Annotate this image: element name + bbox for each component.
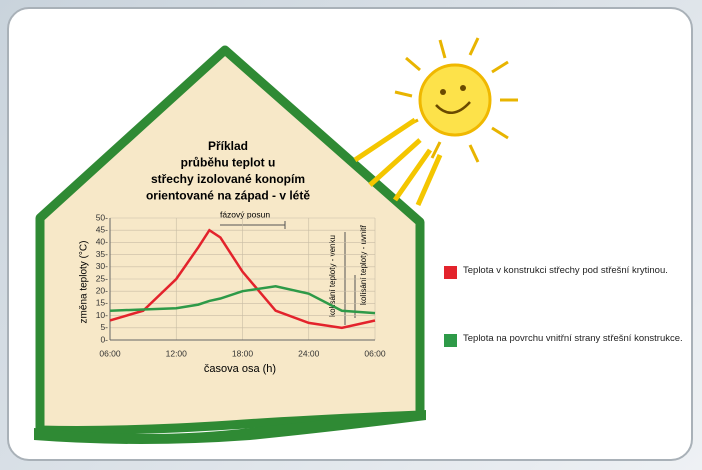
y-tick-label: 0- bbox=[100, 334, 108, 344]
sun bbox=[353, 37, 518, 207]
y-tick-label: 25- bbox=[96, 273, 108, 283]
x-tick-label: 18:00 bbox=[232, 348, 254, 358]
series-line bbox=[109, 285, 376, 315]
y-tick-label: 15- bbox=[96, 298, 108, 308]
house-base bbox=[34, 410, 426, 444]
annotation: fázový posun bbox=[220, 209, 270, 219]
series-line bbox=[109, 228, 376, 330]
y-axis-label: změna teploty (°C) bbox=[79, 241, 90, 324]
y-tick-label: 10- bbox=[96, 310, 108, 320]
legend-label: Teplota na povrchu vnitřní strany střešn… bbox=[463, 333, 683, 344]
x-tick-label: 06:00 bbox=[99, 348, 121, 358]
chart-title: orientované na západ - v létě bbox=[146, 189, 310, 203]
y-tick-label: 45- bbox=[96, 224, 108, 234]
annotation: kolísání teploty - uvnitř bbox=[359, 225, 368, 305]
y-tick-label: 50- bbox=[96, 212, 108, 222]
y-tick-label: 35- bbox=[96, 249, 108, 259]
x-tick-label: 24:00 bbox=[298, 348, 320, 358]
chart-title: průběhu teplot u bbox=[181, 156, 276, 170]
chart-title: střechy izolované konopím bbox=[151, 172, 305, 186]
legend-swatch bbox=[444, 334, 457, 347]
bracket bbox=[220, 221, 286, 229]
annotation: kolísání teploty - venku bbox=[328, 235, 337, 317]
y-tick-label: 30- bbox=[96, 261, 108, 271]
legend-swatch bbox=[444, 266, 457, 279]
legend-label: Teplota v konstrukci střechy pod střešní… bbox=[463, 265, 668, 276]
y-tick-label: 40- bbox=[96, 237, 108, 247]
x-axis-label: časova osa (h) bbox=[204, 363, 276, 375]
y-tick-label: 20- bbox=[96, 285, 108, 295]
chart-title: Příklad bbox=[208, 139, 248, 153]
x-tick-label: 12:00 bbox=[166, 348, 188, 358]
y-tick-label: 5- bbox=[100, 322, 108, 332]
x-tick-label: 06:00 bbox=[364, 348, 386, 358]
